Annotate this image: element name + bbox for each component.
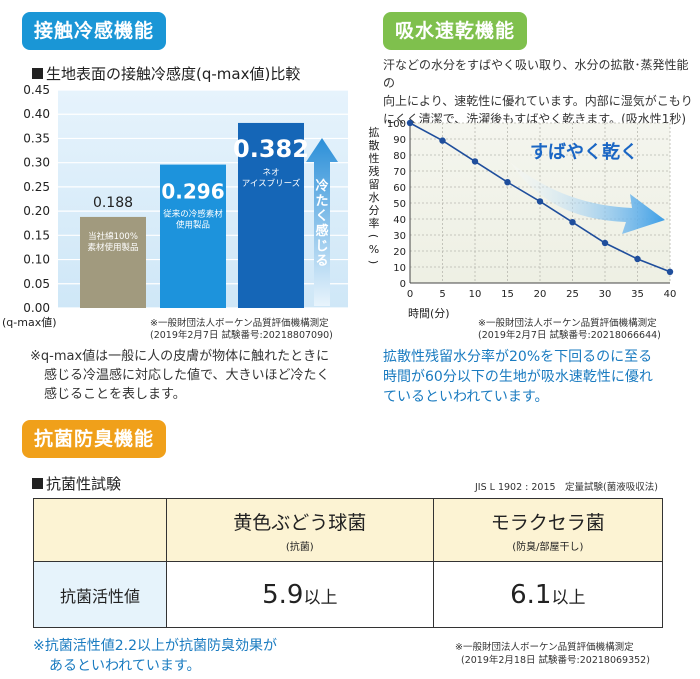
drying-test-note: ※一般財団法人ボーケン品質評価機構測定 (2019年2月7日 試験番号:2021…	[478, 318, 661, 341]
bar-category-label: 従来の冷感素材	[163, 209, 223, 220]
table-header-moraxella: モラクセラ菌 (防臭/部屋干し)	[432, 498, 664, 562]
bar-y-tick-label: 0.40	[23, 107, 50, 121]
drying-point	[471, 158, 479, 165]
line-x-tick-label: 20	[534, 289, 547, 300]
bar-category-label: 使用製品	[176, 220, 210, 231]
bar-category-label: アイスブリーズ	[242, 178, 301, 189]
drying-result-note: 拡散性残留水分率が20%を下回るのに至る 時間が60分以下の生地が吸水速乾性に優…	[383, 349, 653, 405]
line-x-label: 時間(分)	[408, 307, 450, 320]
bar-value-label: 0.296	[161, 180, 224, 204]
bar-y-tick-label: 0.45	[23, 83, 50, 97]
drying-point	[439, 137, 446, 144]
line-y-label-char: 水	[369, 191, 380, 204]
line-y-label-char: 残	[369, 164, 380, 178]
antibac-table: 黄色ぶどう球菌 (抗菌) モラクセラ菌 (防臭/部屋干し) 抗菌活性値 5.9以…	[33, 498, 664, 628]
line-y-label-char: 散	[369, 138, 380, 152]
bar-y-tick-label: 0.25	[23, 180, 50, 194]
bar-value-label: 0.382	[233, 135, 309, 163]
line-x-tick-label: 15	[501, 289, 514, 300]
drying-line-chart: 0 10 20 30 40 50 60 70 80 90 100 0 5 10 15 20 25 30 35 40 すば…	[367, 119, 677, 320]
line-y-tick-label: 60	[393, 183, 406, 194]
bar	[238, 122, 304, 308]
arrow-text-char: く	[315, 209, 328, 224]
bar-category-label: ネオ	[262, 168, 279, 178]
line-y-tick-label: 90	[393, 135, 406, 146]
line-y-tick-label: 30	[393, 231, 406, 242]
table-corner-cell	[33, 498, 167, 562]
drying-point	[504, 179, 511, 186]
line-x-tick-label: 0	[407, 289, 413, 300]
bar	[80, 216, 146, 308]
line-y-label-char: 分	[369, 204, 380, 217]
bar-y-tick-label: 0.35	[23, 131, 50, 145]
arrow-text-char: じ	[315, 239, 328, 254]
table-value-moraxella: 6.1以上	[432, 561, 664, 628]
line-y-label-char: 性	[369, 151, 380, 165]
table-value-staph: 5.9以上	[166, 561, 434, 628]
drying-badge: 吸水速乾機能	[383, 12, 528, 50]
cooling-badge: 接触冷感機能	[22, 12, 167, 50]
square-bullet-icon	[32, 68, 43, 79]
arrow-text-char: る	[315, 254, 328, 269]
drying-point	[569, 219, 576, 226]
drying-description: 汗などの水分をすばやく吸い取り、水分の拡散･蒸発性能の 向上により、速乾性に優れ…	[383, 58, 693, 126]
line-x-tick-label: 40	[664, 289, 677, 300]
antibac-standard: JIS L 1902 : 2015 定量試験(菌液吸収法)	[475, 482, 658, 493]
bar-y-unit-label: (q-max値)	[2, 316, 57, 329]
up-arrow-icon	[306, 138, 338, 306]
swoosh-arrow-icon	[510, 162, 665, 234]
drying-point	[666, 268, 674, 275]
line-y-tick-label: 20	[393, 247, 406, 258]
line-y-tick-label: 80	[393, 151, 406, 162]
line-x-tick-label: 35	[631, 289, 644, 300]
table-row-label: 抗菌活性値	[33, 561, 167, 628]
line-y-label-char: (	[367, 234, 380, 238]
cooling-note: ※q-max値は一般に人の皮膚が物体に触れたときに 感じる冷温感に対応した値で、…	[30, 349, 330, 402]
cooling-section-title: 生地表面の接触冷感度(q-max値)比較	[32, 63, 300, 84]
drying-banner: すばやく乾く	[530, 141, 638, 163]
drying-point	[601, 239, 609, 247]
line-y-tick-label: 70	[393, 167, 406, 178]
arrow-text-char: 冷	[315, 178, 328, 194]
antibac-badge: 抗菌防臭機能	[22, 420, 167, 458]
square-bullet-icon	[32, 478, 43, 489]
line-x-tick-label: 25	[566, 289, 579, 300]
drying-point	[536, 198, 544, 205]
drying-point	[406, 119, 414, 127]
bar-y-tick-label: 0.15	[23, 228, 50, 242]
line-x-tick-label: 30	[599, 289, 612, 300]
line-y-tick-label: 0	[400, 279, 406, 290]
bar-category-label: 素材使用製品	[87, 242, 138, 253]
line-y-label-char: 拡	[369, 125, 380, 139]
antibac-test-note: ※一般財団法人ボーケン品質評価機構測定 (2019年2月18日 試験番号:202…	[455, 642, 650, 666]
line-y-tick-label: 100	[387, 119, 406, 130]
line-y-label-char: 留	[369, 178, 380, 191]
line-y-label-char: %	[369, 243, 379, 256]
bar-y-tick-label: 0.05	[23, 277, 50, 291]
antibac-note: ※抗菌活性値2.2以上が抗菌防臭効果が あるといわれています。	[33, 638, 277, 674]
line-y-tick-label: 40	[393, 215, 406, 226]
bar-category-label: 当社綿100%	[88, 231, 138, 242]
bar	[160, 164, 226, 308]
line-y-tick-label: 10	[393, 263, 406, 274]
cooling-test-note: ※一般財団法人ボーケン品質評価機構測定 (2019年2月7日 試験番号:2021…	[150, 318, 333, 341]
antibac-section-title: 抗菌性試験	[32, 473, 121, 494]
bar-y-tick-label: 0.00	[23, 301, 50, 315]
drying-point	[634, 255, 641, 263]
line-y-tick-label: 50	[393, 199, 406, 210]
bar-y-tick-label: 0.20	[23, 204, 50, 218]
bar-y-tick-label: 0.30	[23, 156, 50, 170]
bar-value-label: 0.188	[93, 195, 133, 211]
table-header-staph: 黄色ぶどう球菌 (抗菌)	[166, 498, 434, 562]
line-x-tick-label: 5	[439, 289, 445, 300]
line-y-label-char: )	[367, 260, 380, 264]
arrow-text-char: 感	[315, 223, 328, 239]
arrow-text-char: た	[315, 194, 328, 209]
qmax-bar-chart: 0.00 0.05 0.10 0.15 0.20 0.25 0.30 0.35 0.40 0.45…	[2, 83, 348, 329]
line-x-tick-label: 10	[469, 289, 482, 300]
line-y-label-char: 率	[369, 216, 380, 230]
bar-y-tick-label: 0.10	[23, 253, 50, 267]
